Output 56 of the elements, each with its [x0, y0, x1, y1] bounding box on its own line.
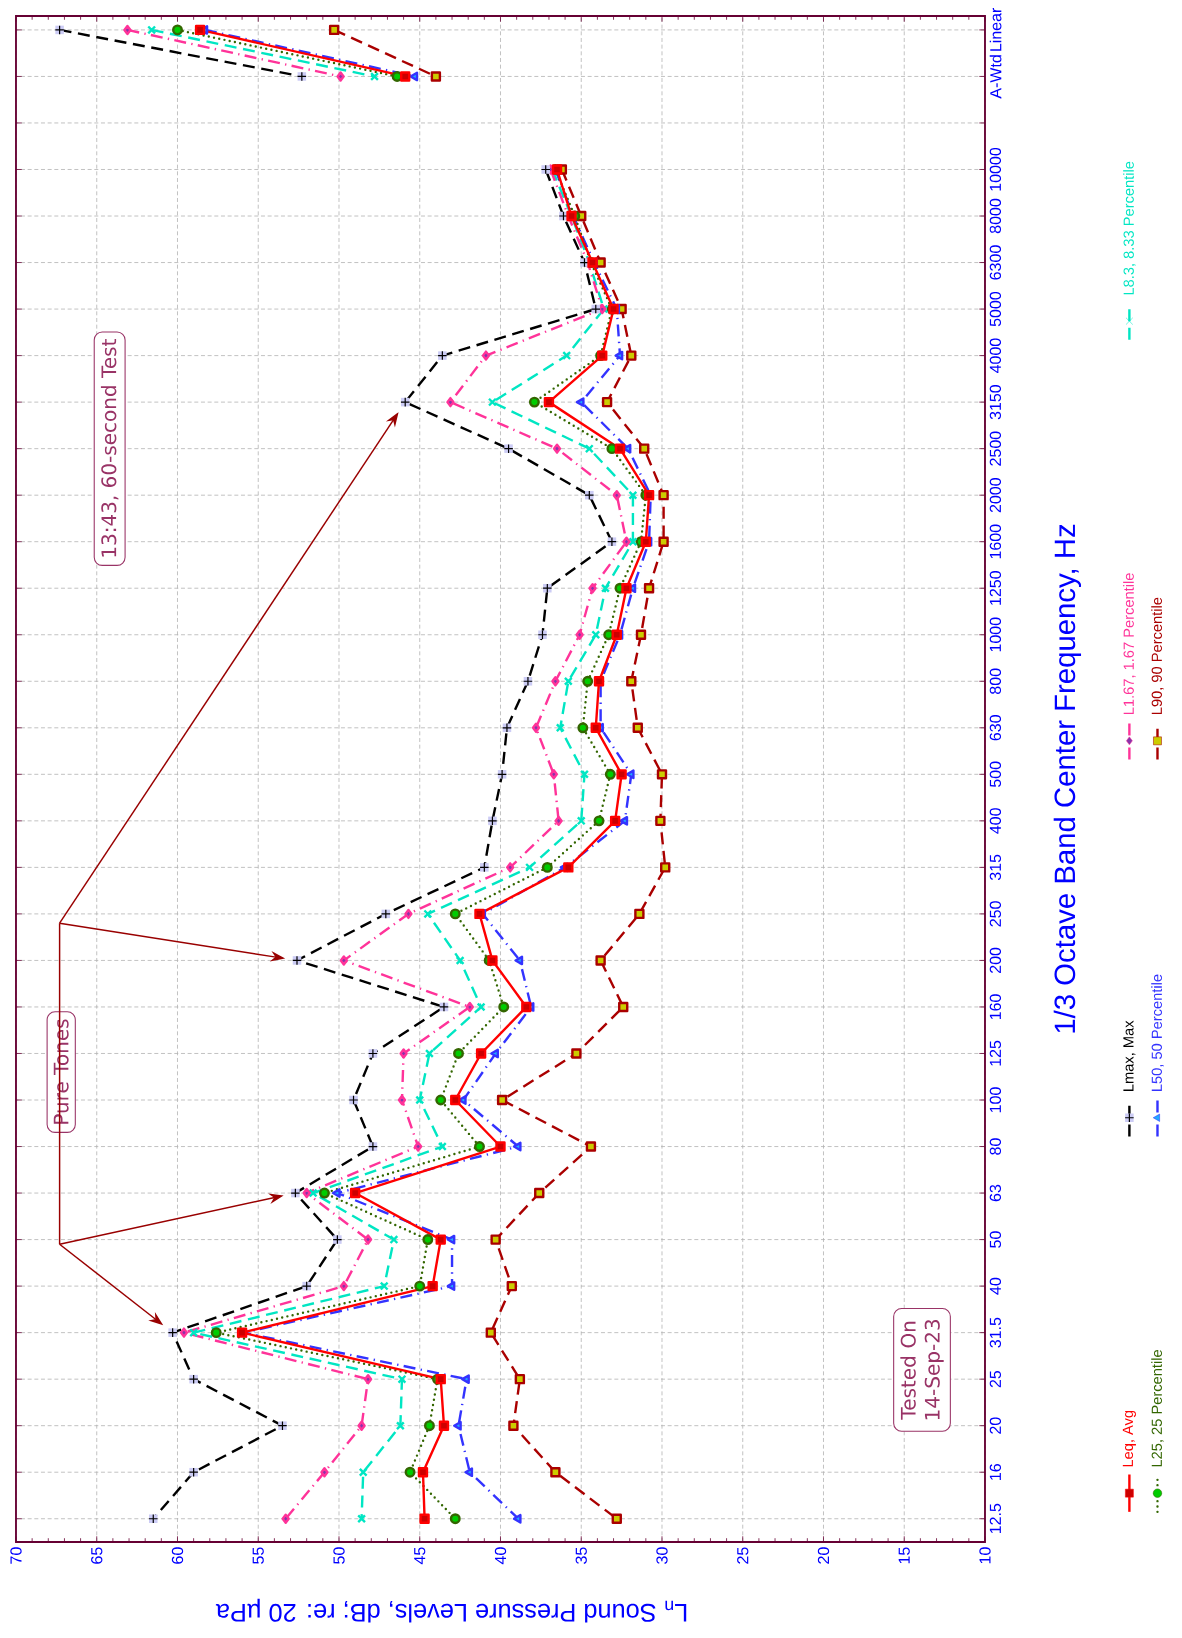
x-axis-title: L$_{n}$ Sound Pressure Levels, dB; re: 20 µPa — [215, 1598, 687, 1623]
y-tick-label: 200 — [989, 947, 1002, 973]
y-tick-label: 16 — [989, 1464, 1002, 1480]
text: Lmax, Max — [1123, 1020, 1136, 1091]
x-tick-label: 25 — [737, 1547, 749, 1564]
x-tick-label: 10 — [979, 1547, 991, 1564]
text: L90, 90 Percentile — [1151, 597, 1164, 715]
y-tick-label: 400 — [989, 808, 1002, 834]
x-tick-label: 45 — [414, 1547, 426, 1565]
x-tick-label: 55 — [252, 1547, 264, 1564]
y-tick-label: 2500 — [989, 431, 1002, 466]
y-tick-label: A-Wtd — [989, 55, 1002, 99]
y-tick-label: 100 — [989, 1087, 1002, 1113]
x-tick-label: 20 — [817, 1547, 830, 1564]
y-tick-label: 160 — [989, 994, 1002, 1020]
y-tick-label: 4000 — [989, 338, 1002, 374]
y-tick-label: 3150 — [989, 384, 1002, 420]
x-tick-label: 35 — [575, 1547, 587, 1564]
y-tick-label: 125 — [989, 1040, 1002, 1066]
y-tick-label: 800 — [989, 668, 1002, 694]
x-tick-label: 60 — [171, 1547, 184, 1564]
y-tick-label: 315 — [989, 854, 1002, 881]
x-tick-label: 65 — [91, 1547, 103, 1564]
x-tick-label: 40 — [494, 1547, 507, 1565]
text: L8.3, 8.33 Percentile — [1123, 161, 1136, 295]
y-tick-label: 6300 — [989, 245, 1002, 280]
y-tick-label: 250 — [989, 901, 1002, 927]
x-tick-label: 15 — [898, 1547, 910, 1564]
x-tick-label: 50 — [333, 1547, 345, 1564]
y-tick-label: 5000 — [989, 291, 1002, 327]
text: L25, 25 Percentile — [1151, 1350, 1164, 1467]
y-tick-label: 1250 — [989, 571, 1002, 605]
y-tick-label: 1000 — [989, 617, 1002, 652]
text: Leq, Avg — [1122, 1410, 1136, 1467]
y-tick-label: 630 — [989, 715, 1002, 741]
y-tick-label: 40 — [989, 1277, 1002, 1295]
y-tick-label: 1600 — [989, 524, 1002, 559]
y-tick-label: 8000 — [989, 198, 1002, 234]
y-tick-label: 2000 — [989, 478, 1002, 513]
y-tick-label: 31.5 — [989, 1317, 1002, 1348]
y-tick-label: 20 — [989, 1417, 1002, 1434]
annotation: Tested On 14-Sep-23 — [900, 1319, 944, 1420]
y-tick-label: 50 — [989, 1231, 1002, 1248]
y-tick-label: 10000 — [989, 147, 1002, 191]
x-tick-label: 70 — [10, 1547, 22, 1564]
y-tick-label: Linear — [989, 7, 1002, 51]
y-axis-title: 1/3 Octave Band Center Frequency, Hz — [1053, 524, 1082, 1033]
text: L50, 50 Percentile — [1151, 974, 1164, 1091]
y-tick-label: 500 — [989, 761, 1002, 788]
y-tick-label: 63 — [989, 1184, 1002, 1202]
y-tick-label: 25 — [989, 1370, 1002, 1388]
text: L1.67, 1.67 Percentile — [1123, 573, 1136, 715]
annotation: 13:43, 60-second Test — [100, 339, 119, 557]
y-tick-label: 80 — [989, 1138, 1002, 1155]
x-tick-label: 30 — [656, 1547, 668, 1564]
y-tick-label: 12.5 — [989, 1503, 1002, 1534]
